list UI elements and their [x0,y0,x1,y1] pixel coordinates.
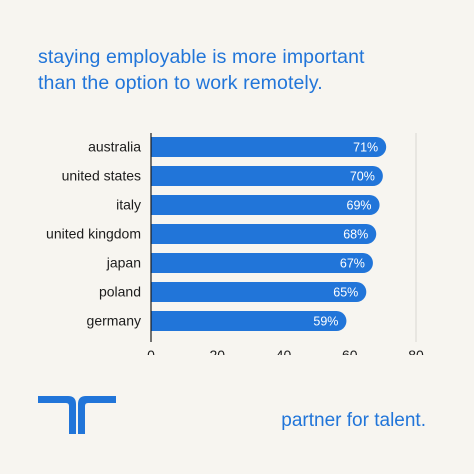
data-label: 69% [347,199,372,213]
chart-headline: staying employable is more important tha… [38,44,458,96]
x-tick-label: 40 [276,347,292,355]
category-label: poland [99,284,141,300]
bar [151,253,373,273]
category-label: australia [88,139,141,155]
randstad-logo-icon [38,396,116,434]
tagline: partner for talent. [281,410,426,431]
headline-line-2: than the option to work remotely. [38,72,323,94]
data-label: 68% [343,228,368,242]
category-label: japan [106,255,141,271]
headline-line-1: staying employable is more important [38,46,365,68]
data-label: 70% [350,170,375,184]
data-label: 65% [333,286,358,300]
bar [151,282,367,302]
category-label: germany [87,313,141,329]
category-label: united states [62,168,141,184]
bar [151,137,387,157]
bar-chart: australia 71% united states 70% italy 69% unit… [46,133,424,355]
bar [151,311,347,331]
x-tick-label: 80 [408,347,424,355]
category-label: united kingdom [46,226,141,242]
bar [151,224,377,244]
category-label: italy [116,197,141,213]
bar [151,195,380,215]
x-tick-label: 20 [209,347,225,355]
data-label: 71% [353,141,378,155]
data-label: 67% [340,257,365,271]
bar [151,166,383,186]
x-tick-label: 0 [147,347,155,355]
data-label: 59% [313,315,338,329]
x-tick-label: 60 [342,347,358,355]
